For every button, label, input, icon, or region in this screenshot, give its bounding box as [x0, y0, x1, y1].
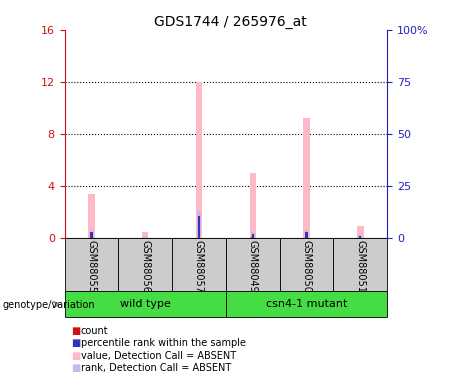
Text: count: count	[81, 326, 108, 336]
Bar	[65, 238, 118, 291]
Bar	[251, 232, 254, 238]
Text: wild type: wild type	[120, 299, 171, 309]
Text: ■: ■	[71, 326, 81, 336]
Text: GSM88055: GSM88055	[86, 240, 96, 293]
Bar	[306, 232, 307, 238]
Bar	[142, 232, 148, 238]
Bar	[89, 231, 93, 238]
Bar	[65, 291, 226, 317]
Bar	[359, 236, 361, 238]
Bar	[198, 237, 201, 238]
Text: GSM88051: GSM88051	[355, 240, 366, 292]
Bar	[90, 235, 93, 238]
Bar	[252, 234, 254, 238]
Bar	[118, 238, 172, 291]
Bar	[303, 118, 310, 238]
Text: value, Detection Call = ABSENT: value, Detection Call = ABSENT	[81, 351, 236, 360]
Bar	[305, 235, 308, 238]
Text: ■: ■	[71, 351, 81, 360]
Text: GSM88056: GSM88056	[140, 240, 150, 292]
Bar	[198, 216, 200, 238]
Bar	[196, 82, 202, 238]
Text: genotype/variation: genotype/variation	[2, 300, 95, 309]
Bar	[251, 237, 254, 238]
Text: GDS1744 / 265976_at: GDS1744 / 265976_at	[154, 15, 307, 29]
Bar	[226, 291, 387, 317]
Bar	[359, 235, 362, 238]
Bar	[226, 238, 280, 291]
Bar	[90, 232, 93, 238]
Bar	[88, 194, 95, 238]
Text: rank, Detection Call = ABSENT: rank, Detection Call = ABSENT	[81, 363, 231, 373]
Text: ■: ■	[71, 338, 81, 348]
Text: csn4-1 mutant: csn4-1 mutant	[266, 299, 347, 309]
Text: GSM88057: GSM88057	[194, 240, 204, 293]
Bar	[357, 226, 364, 238]
Bar	[197, 211, 201, 238]
Bar	[305, 230, 308, 238]
Text: GSM88050: GSM88050	[301, 240, 312, 292]
Bar	[333, 238, 387, 291]
Bar	[249, 173, 256, 238]
Bar	[143, 236, 147, 238]
Bar	[172, 238, 226, 291]
Text: GSM88049: GSM88049	[248, 240, 258, 292]
Bar	[280, 238, 333, 291]
Text: percentile rank within the sample: percentile rank within the sample	[81, 338, 246, 348]
Text: ■: ■	[71, 363, 81, 373]
